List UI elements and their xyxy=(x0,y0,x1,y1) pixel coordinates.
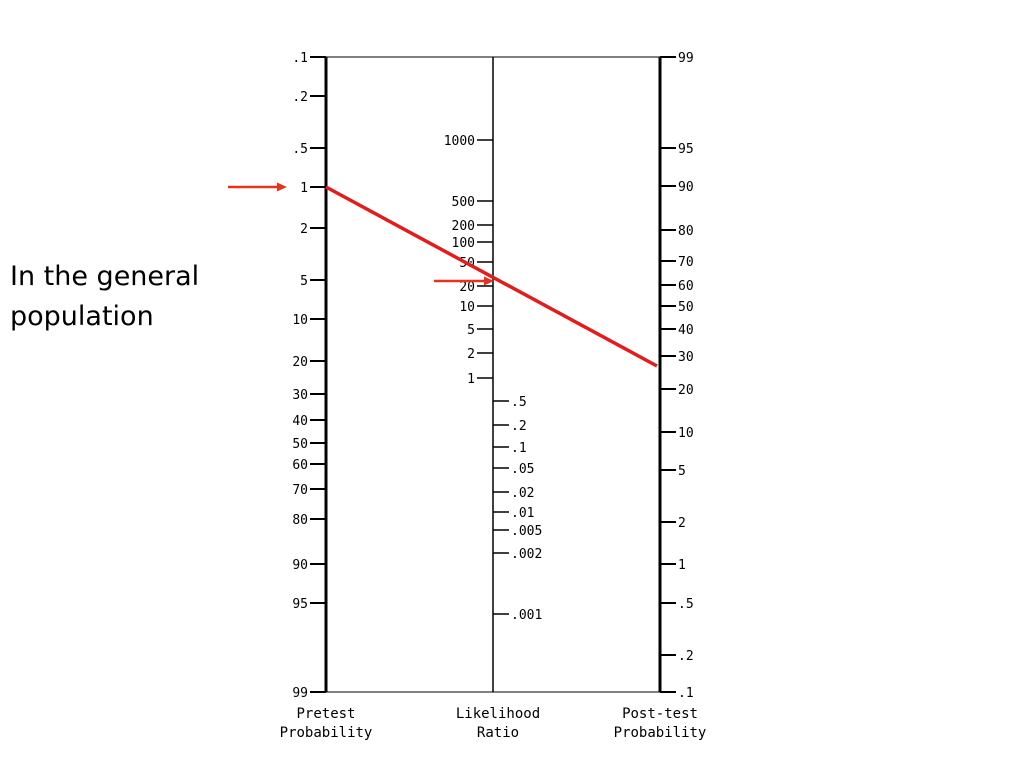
likelihood-tick-label: .002 xyxy=(511,547,542,562)
likelihood-title-line-2: Ratio xyxy=(477,725,519,741)
posttest-title-line-1: Post-test xyxy=(622,706,698,722)
pretest-tick-label: 95 xyxy=(292,597,308,612)
posttest-tick-label: 60 xyxy=(678,279,694,294)
pretest-tick-label: 60 xyxy=(292,458,308,473)
pretest-tick-label: 1 xyxy=(300,181,308,196)
pretest-arrow-head xyxy=(277,182,287,192)
likelihood-tick-label: .02 xyxy=(511,486,534,501)
likelihood-tick-label: .01 xyxy=(511,506,534,521)
pretest-tick-label: 70 xyxy=(292,483,308,498)
likelihood-tick-label: 2 xyxy=(467,347,475,362)
posttest-tick-label: 2 xyxy=(678,516,686,531)
posttest-tick-label: .1 xyxy=(678,686,694,701)
annotation-line-1: In the general xyxy=(10,261,199,292)
posttest-tick-label: 40 xyxy=(678,323,694,338)
likelihood-tick-label: .005 xyxy=(511,524,542,539)
axis-titles: Pretest Probability Likelihood Ratio Pos… xyxy=(280,706,707,741)
likelihood-ticks: 1000500200100502010521.5.2.1.05.02.01.00… xyxy=(444,134,543,623)
pretest-tick-label: 5 xyxy=(300,274,308,289)
annotation: In the general population xyxy=(10,261,199,332)
likelihood-arrow-head xyxy=(484,276,494,286)
likelihood-arrow xyxy=(434,276,494,286)
likelihood-tick-label: 500 xyxy=(452,195,475,210)
posttest-title-line-2: Probability xyxy=(614,725,707,741)
likelihood-tick-label: 1 xyxy=(467,372,475,387)
likelihood-tick-label: .5 xyxy=(511,395,527,410)
posttest-tick-label: .5 xyxy=(678,597,694,612)
posttest-tick-label: 90 xyxy=(678,180,694,195)
posttest-tick-label: 80 xyxy=(678,224,694,239)
likelihood-tick-label: 1000 xyxy=(444,134,475,149)
pretest-tick-label: .5 xyxy=(292,142,308,157)
annotation-line-2: population xyxy=(10,301,154,332)
likelihood-title-line-1: Likelihood xyxy=(456,706,540,722)
likelihood-tick-label: 5 xyxy=(467,323,475,338)
pretest-ticks: .1 .2 .5 1 2 5 10 20 30 40 50 60 70 80 90 95 99 xyxy=(292,51,326,701)
pretest-tick-label: 40 xyxy=(292,414,308,429)
likelihood-tick-label: .05 xyxy=(511,462,534,477)
pretest-tick-label: 30 xyxy=(292,388,308,403)
reading-line xyxy=(325,185,658,368)
pretest-tick-label: 10 xyxy=(292,313,308,328)
posttest-tick-label: 10 xyxy=(678,426,694,441)
pretest-tick-label: .1 xyxy=(292,51,308,66)
posttest-tick-label: 99 xyxy=(678,51,694,66)
pretest-title-line-2: Probability xyxy=(280,725,373,741)
axis-lines xyxy=(324,56,662,693)
marks xyxy=(228,182,658,368)
likelihood-tick-label: 20 xyxy=(459,280,475,295)
posttest-ticks: 99 95 90 80 70 60 50 40 30 20 10 5 2 1 .5 .2 .1 xyxy=(660,51,694,701)
posttest-tick-label: 50 xyxy=(678,300,694,315)
pretest-arrow xyxy=(228,182,287,192)
likelihood-tick-label: .001 xyxy=(511,608,542,623)
posttest-tick-label: 95 xyxy=(678,142,694,157)
posttest-tick-label: 70 xyxy=(678,255,694,270)
pretest-tick-label: 20 xyxy=(292,355,308,370)
pretest-title-line-1: Pretest xyxy=(296,706,355,722)
likelihood-tick-label: 100 xyxy=(452,236,475,251)
posttest-tick-label: 20 xyxy=(678,383,694,398)
posttest-tick-label: 1 xyxy=(678,558,686,573)
likelihood-tick-label: 200 xyxy=(452,219,475,234)
likelihood-tick-label: .1 xyxy=(511,441,527,456)
pretest-tick-label: 2 xyxy=(300,222,308,237)
pretest-tick-label: .2 xyxy=(292,90,308,105)
posttest-tick-label: 30 xyxy=(678,350,694,365)
posttest-tick-label: .2 xyxy=(678,649,694,664)
likelihood-tick-label: .2 xyxy=(511,419,527,434)
pretest-tick-label: 99 xyxy=(292,686,308,701)
pretest-tick-label: 50 xyxy=(292,437,308,452)
pretest-tick-label: 80 xyxy=(292,513,308,528)
posttest-tick-label: 5 xyxy=(678,464,686,479)
likelihood-tick-label: 10 xyxy=(459,300,475,315)
pretest-tick-label: 90 xyxy=(292,558,308,573)
